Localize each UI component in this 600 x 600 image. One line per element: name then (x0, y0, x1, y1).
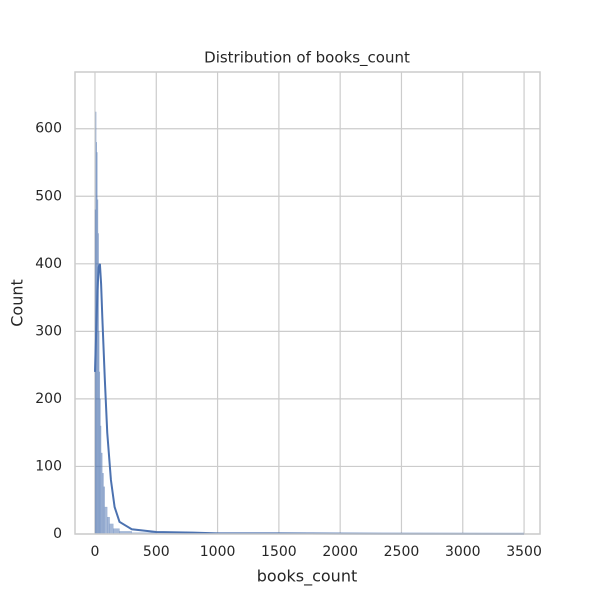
y-tick-label: 0 (53, 526, 62, 542)
bar (113, 528, 120, 535)
chart-title: Distribution of books_count (204, 49, 410, 68)
x-axis-label: books_count (257, 567, 357, 587)
x-tick-label: 1000 (200, 544, 236, 560)
y-tick-label: 500 (35, 188, 62, 204)
x-tick-label: 500 (143, 544, 170, 560)
axes-frame (74, 71, 541, 535)
x-tick-label: 2000 (322, 544, 358, 560)
bar (100, 452, 103, 535)
y-axis-label: Count (8, 279, 27, 327)
y-tick-label: 600 (35, 121, 62, 137)
y-tick-label: 100 (35, 458, 62, 474)
bar (109, 523, 114, 535)
y-tick-label: 200 (35, 391, 62, 407)
x-tick-label: 3500 (506, 544, 542, 560)
x-tick-label: 0 (91, 544, 100, 560)
x-tick-label: 2500 (384, 544, 420, 560)
x-tick-label: 1500 (261, 544, 297, 560)
bar (102, 473, 104, 535)
y-tick-label: 400 (35, 256, 62, 272)
x-tick-label: 3000 (445, 544, 481, 560)
bar (107, 516, 110, 535)
y-tick-label: 300 (35, 323, 62, 339)
bar (104, 506, 108, 535)
bar (103, 486, 105, 535)
